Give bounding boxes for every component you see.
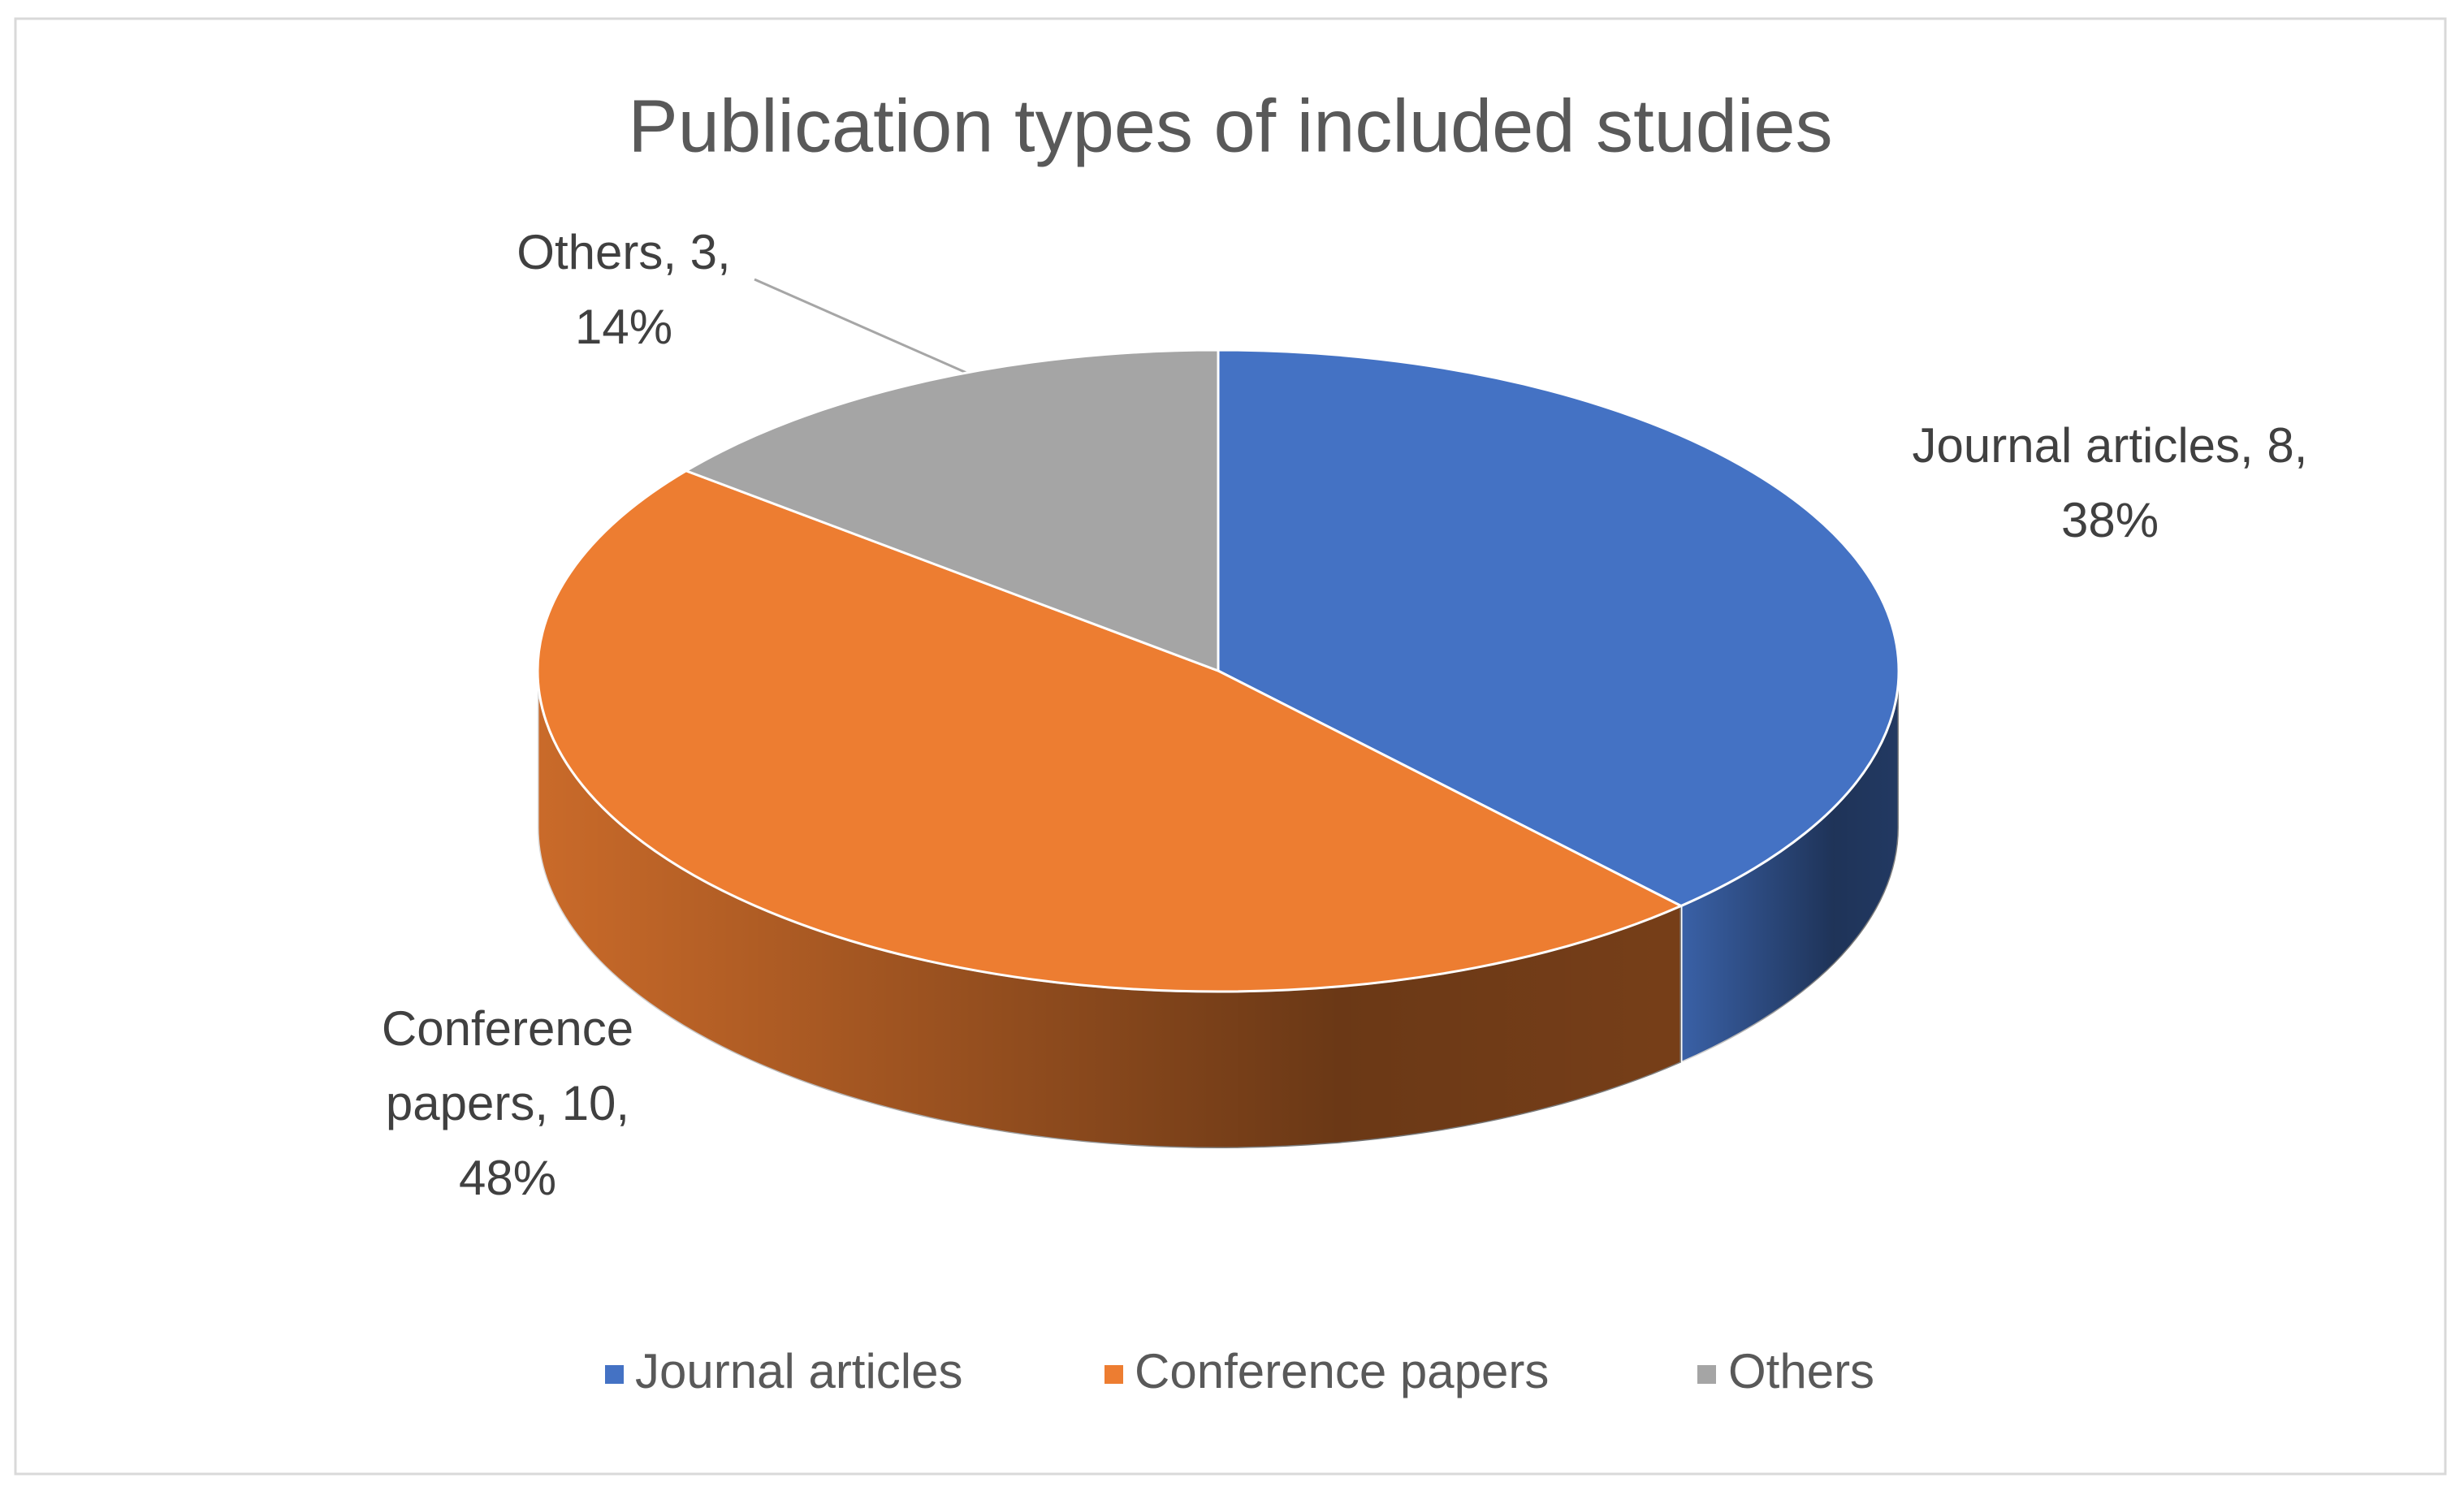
data-label: papers, 10, <box>386 1076 629 1130</box>
data-label: 38% <box>2061 493 2159 547</box>
pie-side-shade <box>1680 671 1899 1063</box>
data-label: 48% <box>459 1151 556 1205</box>
chart-title: Publication types of included studies <box>628 84 1832 167</box>
legend-label: Journal articles <box>635 1344 963 1398</box>
pie-slice <box>1217 348 1900 908</box>
pie-slice <box>536 469 1684 993</box>
data-label: 14% <box>575 300 672 354</box>
data-label: Conference <box>382 1001 633 1056</box>
pie-slice <box>683 348 1220 673</box>
legend-label: Others <box>1728 1344 1874 1398</box>
leader-line <box>754 278 967 374</box>
data-label: Others, 3, <box>517 225 730 279</box>
legend-swatch <box>1104 1365 1123 1384</box>
legend-label: Conference papers <box>1135 1344 1549 1398</box>
pie-side-shade <box>538 671 1681 1149</box>
legend-swatch <box>605 1365 624 1384</box>
data-label: Journal articles, 8, <box>1913 418 2308 473</box>
legend-swatch <box>1697 1365 1716 1384</box>
